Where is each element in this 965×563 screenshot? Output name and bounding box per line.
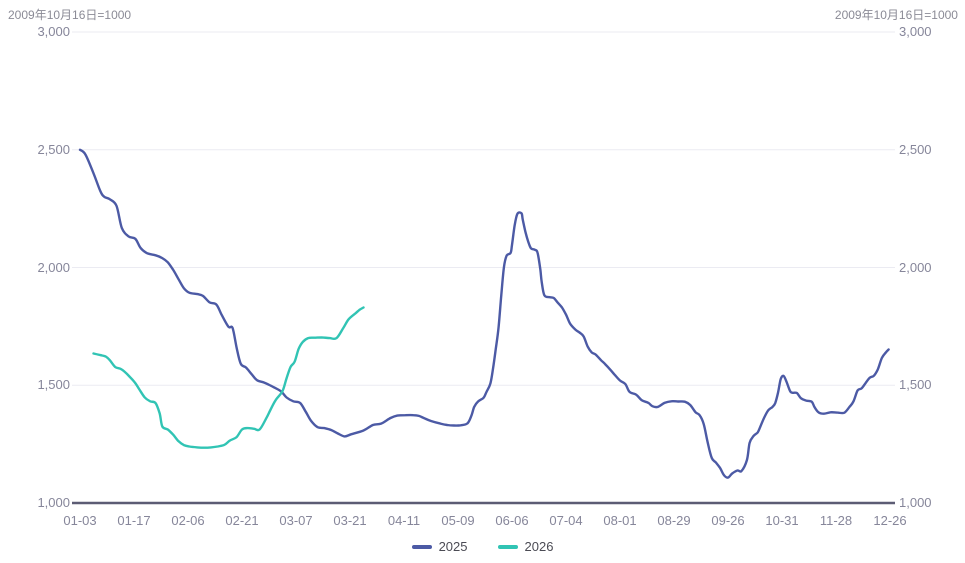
y-tick-label-left: 3,000: [37, 24, 70, 39]
index-base-note-right: 2009年10月16日=1000: [834, 8, 958, 22]
y-tick-label-right: 3,000: [899, 24, 932, 39]
x-tick-label: 03-07: [279, 513, 313, 528]
x-tick-label: 11-28: [819, 513, 853, 528]
x-tick-label: 07-04: [549, 513, 583, 528]
x-tick-label: 04-11: [387, 513, 421, 528]
x-tick-label: 08-29: [657, 513, 691, 528]
y-tick-label-left: 2,000: [37, 260, 70, 275]
legend-label-2025: 2025: [438, 539, 468, 554]
y-tick-label-left: 1,000: [37, 495, 70, 510]
series-line-2026: [92, 306, 365, 449]
legend-swatch-2026: [497, 544, 518, 549]
legend-item-2025[interactable]: 2025: [411, 539, 468, 554]
index-base-note-left: 2009年10月16日=1000: [8, 8, 132, 22]
x-tick-label: 12-26: [873, 513, 907, 528]
legend-label-2026: 2026: [524, 539, 554, 554]
y-tick-label-right: 1,000: [899, 495, 932, 510]
x-tick-label: 01-17: [117, 513, 151, 528]
x-tick-label: 02-06: [171, 513, 205, 528]
series-line-2025: [78, 148, 890, 479]
y-tick-label-right: 1,500: [899, 377, 932, 392]
chart-legend: 2025 2026: [0, 539, 965, 554]
x-tick-label: 01-03: [63, 513, 97, 528]
legend-swatch-2025: [411, 544, 432, 549]
x-tick-label: 03-21: [333, 513, 367, 528]
x-tick-label: 02-21: [225, 513, 259, 528]
x-tick-label: 06-06: [495, 513, 529, 528]
y-tick-label-left: 2,500: [37, 142, 70, 157]
y-tick-label-right: 2,000: [899, 260, 932, 275]
x-tick-label: 08-01: [603, 513, 637, 528]
x-tick-label: 10-31: [765, 513, 799, 528]
x-tick-label: 05-09: [441, 513, 475, 528]
y-tick-label-right: 2,500: [899, 142, 932, 157]
y-tick-label-left: 1,500: [37, 377, 70, 392]
x-tick-label: 09-26: [711, 513, 745, 528]
legend-item-2026[interactable]: 2026: [497, 539, 554, 554]
